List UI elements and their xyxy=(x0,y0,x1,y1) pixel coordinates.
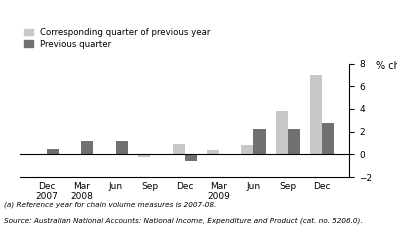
Bar xyxy=(173,144,185,154)
Bar xyxy=(116,141,128,154)
Bar xyxy=(288,129,300,154)
Bar xyxy=(253,129,266,154)
Bar xyxy=(138,154,150,157)
Bar xyxy=(310,75,322,154)
Bar xyxy=(81,141,93,154)
Bar xyxy=(207,150,219,154)
Bar xyxy=(47,149,59,154)
Bar xyxy=(276,111,288,154)
Text: (a) Reference year for chain volume measures is 2007-08.: (a) Reference year for chain volume meas… xyxy=(4,202,216,208)
Bar xyxy=(185,154,197,161)
Bar xyxy=(35,154,47,155)
Y-axis label: % change: % change xyxy=(376,61,397,71)
Bar xyxy=(322,123,334,154)
Text: Source: Australian National Accounts: National Income, Expenditure and Product (: Source: Australian National Accounts: Na… xyxy=(4,217,362,224)
Bar xyxy=(241,145,253,154)
Legend: Corresponding quarter of previous year, Previous quarter: Corresponding quarter of previous year, … xyxy=(24,28,210,49)
